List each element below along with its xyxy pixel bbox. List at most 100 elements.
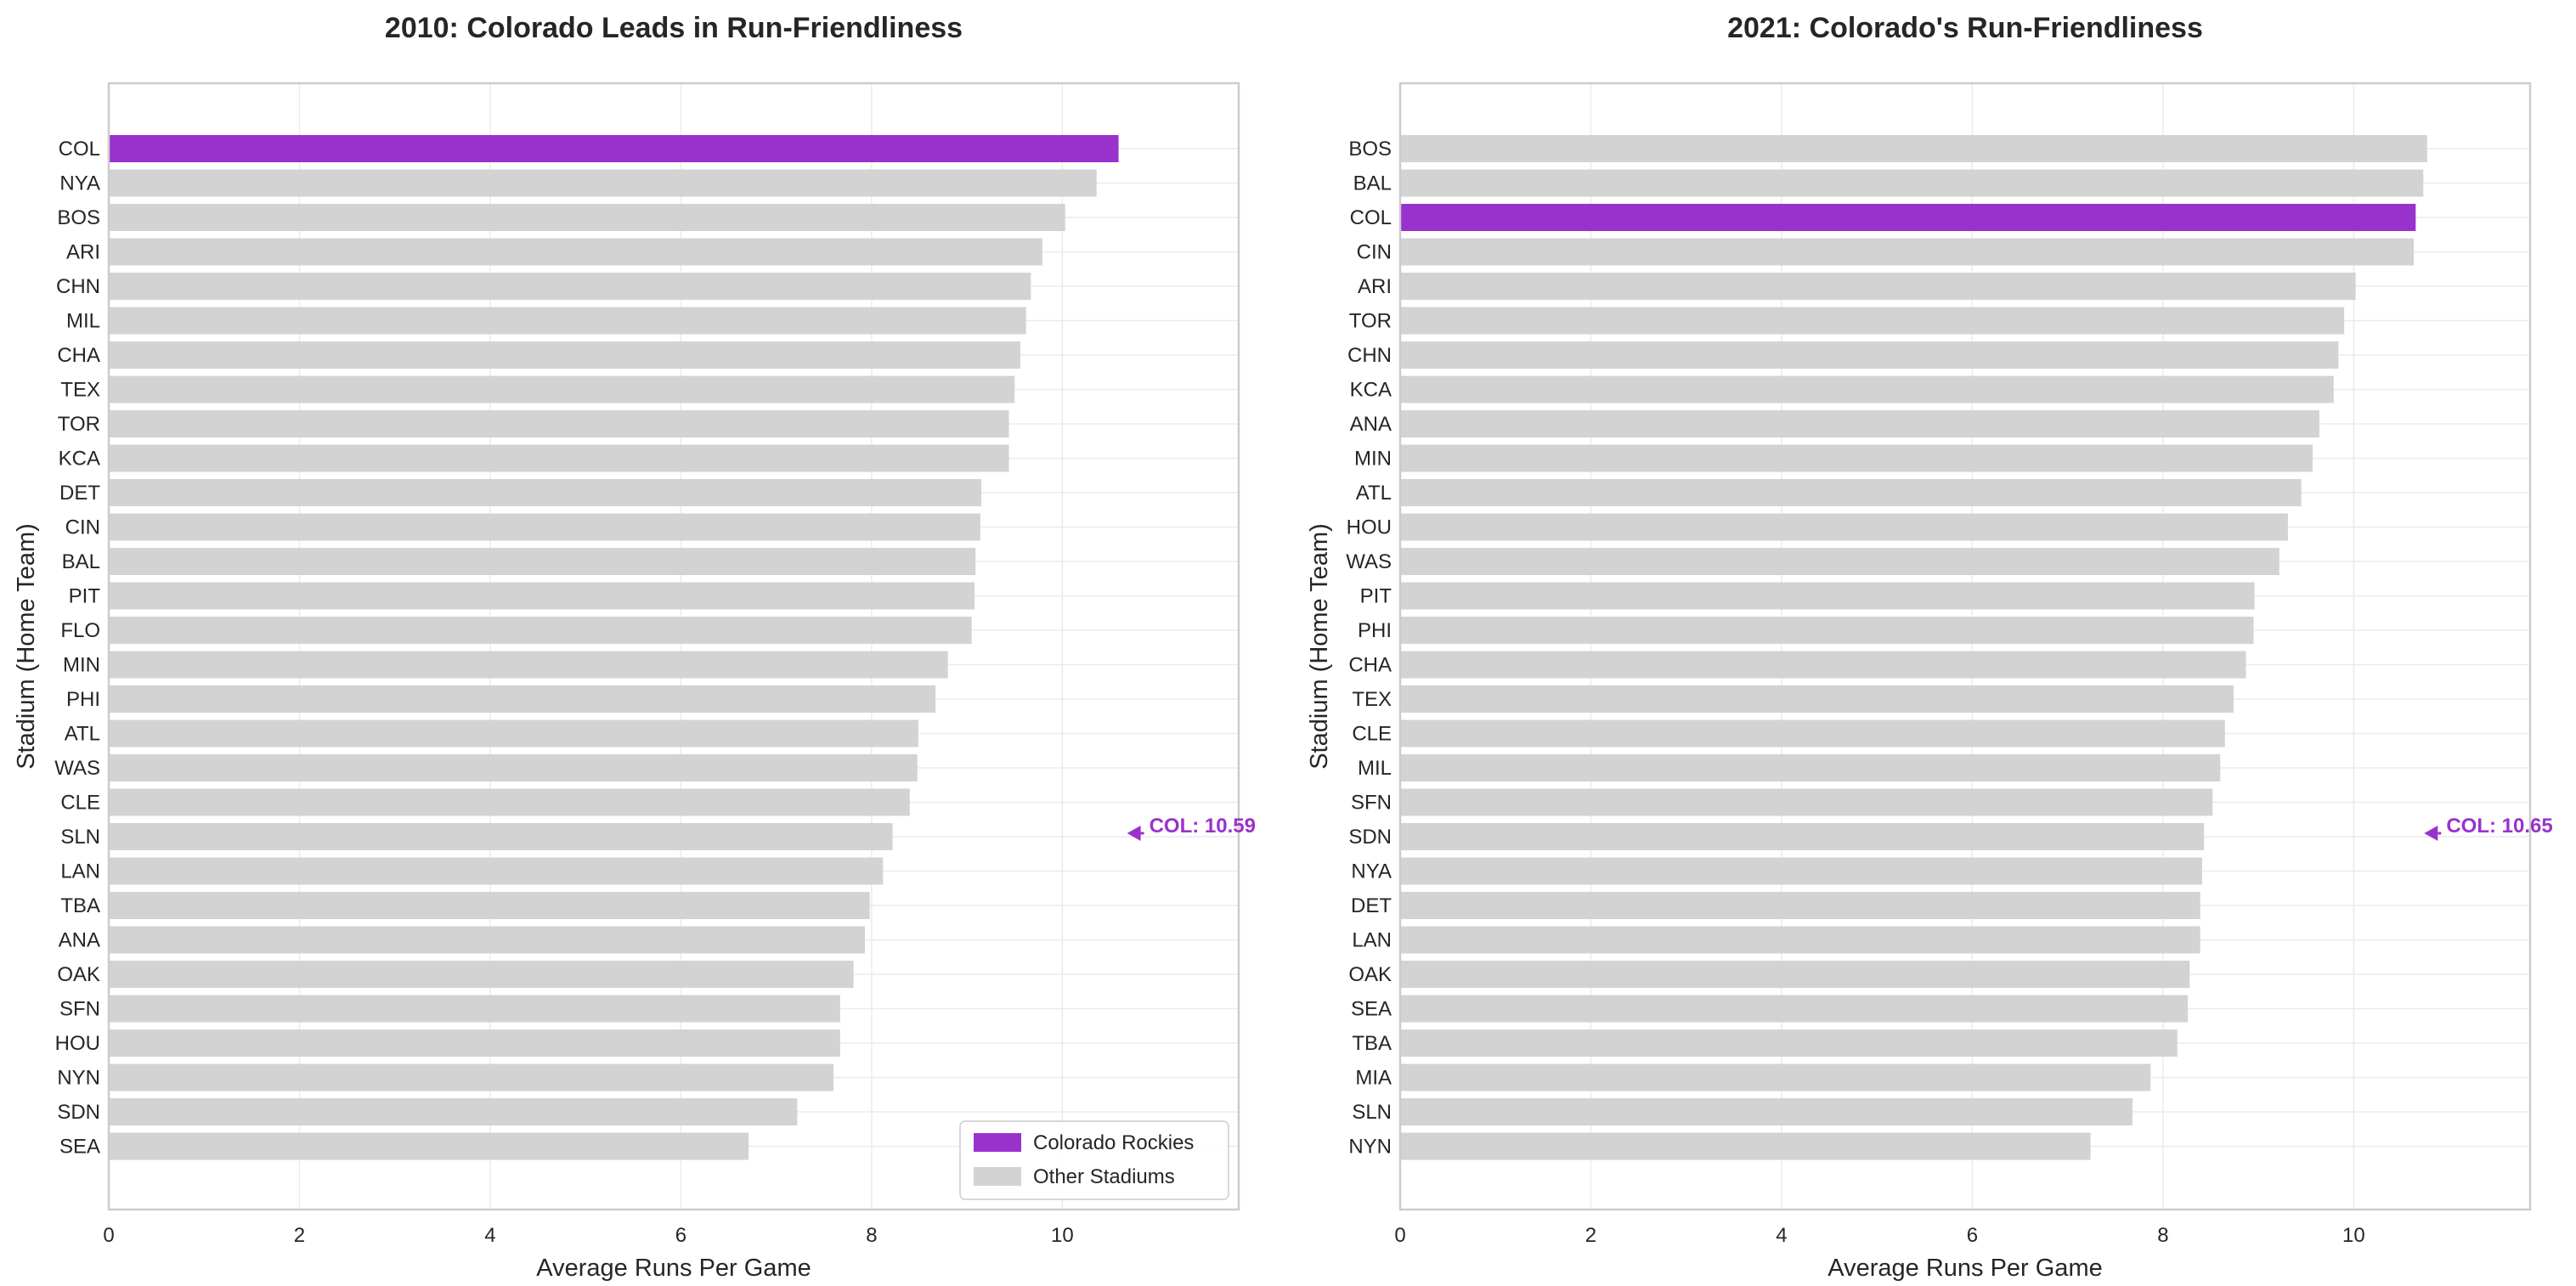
y-tick-label: LAN <box>60 860 100 883</box>
chart-panel-2010: 0 2 4 6 8 10 COL NYA BOS ARI CHN MIL CHA TEX TOR KCA DET… <box>13 12 1256 1282</box>
y-tick-label: PHI <box>1358 619 1392 642</box>
y-tick-label: OAK <box>1348 963 1392 986</box>
bar-min <box>109 651 948 679</box>
y-tick-label: ARI <box>66 241 100 264</box>
annotation-label: COL: 10.59 <box>1150 815 1256 838</box>
legend-swatch <box>974 1167 1021 1186</box>
y-tick-label: BOS <box>1348 138 1392 161</box>
bar-cha <box>109 341 1020 369</box>
y-tick-label: SLN <box>60 826 100 849</box>
y-tick-label: PIT <box>1360 585 1393 608</box>
y-tick-label: CHA <box>57 344 100 367</box>
y-tick-label: BAL <box>62 550 100 573</box>
y-tick-label: CIN <box>65 516 100 539</box>
bar-nyn <box>109 1063 833 1091</box>
bar-bos <box>1400 135 2427 162</box>
bar-sfn <box>109 995 840 1023</box>
annotation-arrow <box>1127 826 1141 841</box>
x-tick-label: 8 <box>866 1224 877 1247</box>
bar-cin <box>1400 238 2415 266</box>
bar-tex <box>109 375 1015 403</box>
bar-kca <box>109 444 1009 472</box>
y-tick-label: TBA <box>1352 1032 1392 1055</box>
bar-col <box>1400 204 2416 231</box>
bar-tba <box>109 892 870 919</box>
bar-sea <box>109 1132 749 1160</box>
bar-sdn <box>1400 823 2205 850</box>
y-tick-label: WAS <box>54 757 100 780</box>
y-tick-label: ANA <box>1350 413 1392 436</box>
plot-frame <box>107 82 1240 1211</box>
y-tick-label: DET <box>1351 894 1392 917</box>
bar-nya <box>1400 857 2202 885</box>
bar-atl <box>1400 479 2302 506</box>
bar-oak <box>1400 961 2190 988</box>
y-tick-label: ARI <box>1358 275 1392 298</box>
x-axis-label: Average Runs Per Game <box>536 1255 811 1282</box>
legend-label: Colorado Rockies <box>1033 1131 1194 1154</box>
bar-cin <box>109 513 980 541</box>
x-tick-label: 2 <box>294 1224 305 1247</box>
y-tick-label: SLN <box>1352 1101 1392 1124</box>
y-tick-label: NYA <box>59 172 100 195</box>
bar-lan <box>109 857 884 885</box>
bar-pit <box>109 582 975 610</box>
annotation-arrow <box>2424 826 2438 841</box>
y-tick-label: PHI <box>66 688 100 711</box>
y-tick-label: NYN <box>57 1067 100 1090</box>
bar-tba <box>1400 1029 2178 1057</box>
y-tick-label: SDN <box>57 1101 100 1124</box>
bar-hou <box>109 1029 840 1057</box>
bar-tex <box>1400 685 2234 713</box>
y-tick-label: TEX <box>1352 688 1392 711</box>
bar-lan <box>1400 926 2200 954</box>
y-tick-label: TOR <box>1349 310 1392 333</box>
y-tick-label: COL <box>59 138 100 161</box>
y-tick-label: SFN <box>1351 792 1392 815</box>
bar-chn <box>109 273 1031 300</box>
bar-cle <box>109 788 910 816</box>
y-axis-label: Stadium (Home Team) <box>13 523 40 770</box>
x-tick-label: 6 <box>1967 1224 1978 1247</box>
bar-tor <box>109 410 1009 437</box>
y-tick-label: CHN <box>56 275 100 298</box>
y-tick-label: NYA <box>1351 860 1392 883</box>
bar-sdn <box>109 1098 798 1125</box>
bar-flo <box>109 617 972 644</box>
plot-frame <box>1398 82 2532 1211</box>
y-tick-label: FLO <box>60 619 100 642</box>
bar-oak <box>109 961 854 988</box>
y-tick-label: LAN <box>1352 929 1392 952</box>
bar-kca <box>1400 375 2334 403</box>
legend-label: Other Stadiums <box>1033 1165 1175 1188</box>
y-tick-label: MIN <box>1354 448 1392 471</box>
y-tick-label: KCA <box>59 448 100 471</box>
bar-phi <box>1400 617 2254 644</box>
bar-nya <box>109 169 1097 197</box>
annotation-label: COL: 10.65 <box>2446 815 2552 838</box>
y-tick-label: TEX <box>60 379 100 402</box>
bar-cle <box>1400 719 2225 747</box>
y-tick-label: NYN <box>1348 1136 1392 1159</box>
bar-nyn <box>1400 1132 2091 1160</box>
x-tick-label: 0 <box>103 1224 114 1247</box>
y-tick-label: DET <box>59 482 100 505</box>
legend: Colorado Rockies Other Stadiums <box>959 1120 1229 1200</box>
y-tick-label: MIN <box>63 654 100 677</box>
bar-sln <box>1400 1098 2133 1125</box>
bar-pit <box>1400 582 2255 610</box>
y-axis-label: Stadium (Home Team) <box>1306 523 1333 770</box>
bar-bos <box>109 204 1065 231</box>
bar-ana <box>109 926 866 954</box>
y-tick-label: KCA <box>1350 379 1392 402</box>
y-tick-label: HOU <box>55 1032 100 1055</box>
y-tick-label: CIN <box>1357 241 1392 264</box>
bar-ana <box>1400 410 2319 437</box>
bar-cha <box>1400 651 2246 679</box>
bar-was <box>1400 548 2279 575</box>
x-tick-label: 6 <box>675 1224 686 1247</box>
bar-mil <box>109 307 1026 335</box>
x-tick-label: 0 <box>1394 1224 1405 1247</box>
chart-title: 2021: Colorado's Run-Friendliness <box>1727 12 2203 44</box>
y-tick-label: HOU <box>1347 516 1392 539</box>
